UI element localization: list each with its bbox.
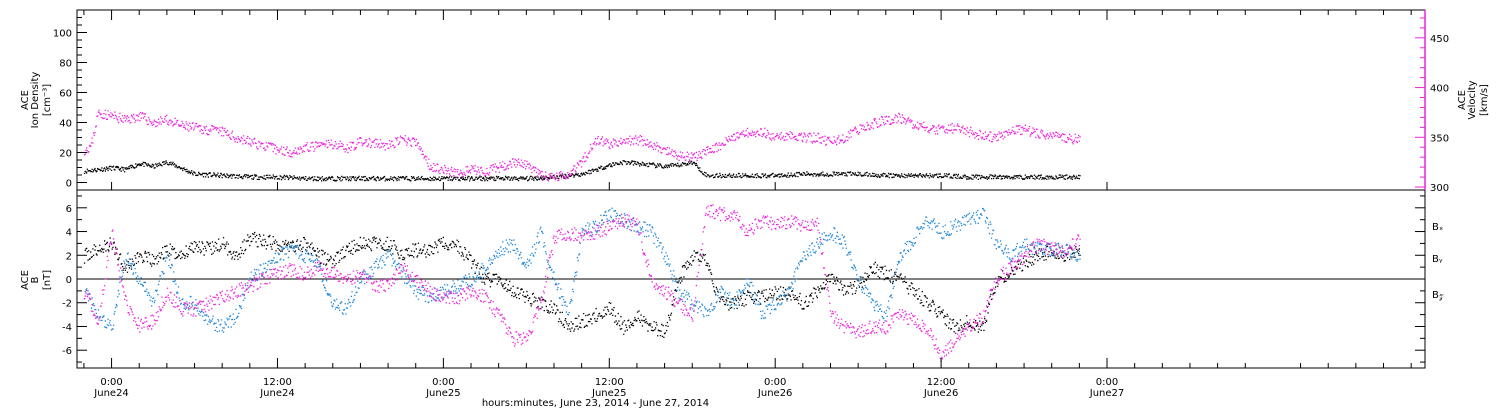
x-tick-day-label: June25 bbox=[425, 388, 461, 399]
b-legend-entry: Bₓ bbox=[1432, 222, 1443, 233]
b-ytick-label: 0 bbox=[66, 275, 72, 286]
bx-series bbox=[83, 231, 1081, 338]
b-ytick-label: 6 bbox=[66, 204, 72, 215]
density-ylabel-line: Ion Density bbox=[30, 72, 41, 129]
velocity-ylabel-line: ACE bbox=[1457, 90, 1468, 110]
b-ytick-label: 4 bbox=[66, 228, 72, 239]
x-tick-time-label: 12:00 bbox=[263, 377, 292, 388]
density-ytick-label: 40 bbox=[59, 119, 72, 130]
by-series bbox=[83, 207, 1081, 333]
b-ytick-label: -2 bbox=[62, 299, 72, 310]
density-ylabel-line: ACE bbox=[20, 90, 31, 110]
x-axis-title: hours:minutes, June 23, 2014 - June 27, … bbox=[482, 398, 709, 409]
velocity-series-points bbox=[83, 109, 1081, 182]
b-ylabel-line: [nT] bbox=[42, 270, 53, 290]
x-tick-time-label: 0:00 bbox=[1096, 377, 1118, 388]
density-ytick-label: 0 bbox=[66, 179, 72, 190]
bz-series bbox=[83, 204, 1081, 362]
b-ytick-label: -4 bbox=[62, 322, 72, 333]
x-tick-time-label: 0:00 bbox=[432, 377, 454, 388]
density-ylabel-line: [cm⁻³] bbox=[42, 84, 53, 116]
x-tick-time-label: 12:00 bbox=[595, 377, 624, 388]
density-ytick-label: 80 bbox=[59, 59, 72, 70]
b-ylabel-line: ACE bbox=[20, 270, 31, 290]
x-tick-day-label: June24 bbox=[93, 388, 129, 399]
density-ytick-label: 60 bbox=[59, 89, 72, 100]
velocity-ytick-label: 450 bbox=[1430, 34, 1449, 45]
velocity-ytick-label: 300 bbox=[1430, 183, 1449, 194]
velocity-ylabel-line: Velocity bbox=[1467, 80, 1478, 119]
density-ytick-label: 100 bbox=[53, 29, 72, 40]
density-ytick-label: 20 bbox=[59, 149, 72, 160]
x-tick-time-label: 12:00 bbox=[927, 377, 956, 388]
velocity-ylabel-line: [km/s] bbox=[1479, 84, 1490, 116]
b-legend-entry: B𝓏 bbox=[1432, 290, 1444, 301]
x-tick-day-label: June24 bbox=[259, 388, 295, 399]
density-series bbox=[83, 160, 1081, 182]
by-series-points bbox=[83, 207, 1081, 333]
density-series-points bbox=[83, 160, 1081, 182]
x-tick-day-label: June25 bbox=[591, 388, 627, 399]
b-ytick-label: 2 bbox=[66, 251, 72, 262]
x-tick-day-label: June26 bbox=[923, 388, 959, 399]
x-tick-day-label: June26 bbox=[757, 388, 793, 399]
x-tick-time-label: 0:00 bbox=[764, 377, 786, 388]
plot-frame bbox=[76, 9, 1426, 369]
b-ylabel-line: B bbox=[30, 276, 41, 283]
x-tick-time-label: 0:00 bbox=[100, 377, 122, 388]
x-tick-day-label: June27 bbox=[1089, 388, 1125, 399]
velocity-ytick-label: 400 bbox=[1430, 84, 1449, 95]
bx-series-points bbox=[83, 231, 1081, 338]
b-ytick-label: -6 bbox=[62, 346, 72, 357]
bz-series-points bbox=[83, 204, 1081, 362]
velocity-ytick-label: 350 bbox=[1430, 133, 1449, 144]
b-legend-entry: Bᵧ bbox=[1432, 254, 1443, 265]
velocity-series bbox=[83, 109, 1081, 182]
